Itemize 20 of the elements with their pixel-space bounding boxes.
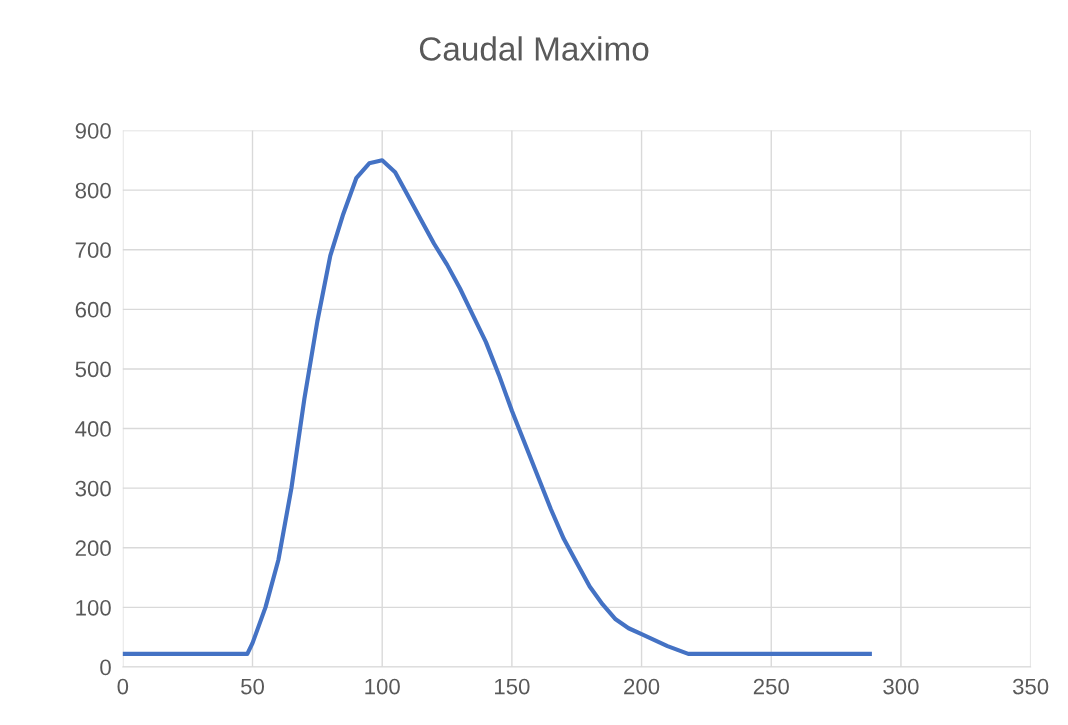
x-tick-label: 0 (117, 678, 129, 695)
x-tick-label: 200 (624, 678, 660, 695)
y-tick-label: 800 (75, 182, 111, 199)
y-tick-label: 0 (100, 659, 111, 676)
y-tick-label: 900 (75, 123, 111, 139)
y-tick-label: 300 (75, 480, 111, 497)
y-tick-label: 100 (76, 599, 111, 616)
x-tick-label: 300 (883, 678, 919, 695)
x-tick-label: 150 (495, 678, 530, 695)
x-tick-label: 250 (753, 678, 789, 695)
y-tick-label: 400 (75, 421, 111, 437)
y-tick-label: 600 (75, 301, 111, 318)
x-tick-label: 350 (1012, 678, 1049, 695)
x-tick-label: 100 (365, 678, 400, 695)
line-series (122, 158, 872, 656)
chart-title: Caudal Maximo (419, 36, 649, 61)
y-tick-label: 700 (75, 242, 111, 258)
y-tick-label: 200 (75, 540, 111, 557)
y-tick-label: 500 (75, 361, 111, 378)
x-tick-label: 50 (241, 678, 264, 695)
